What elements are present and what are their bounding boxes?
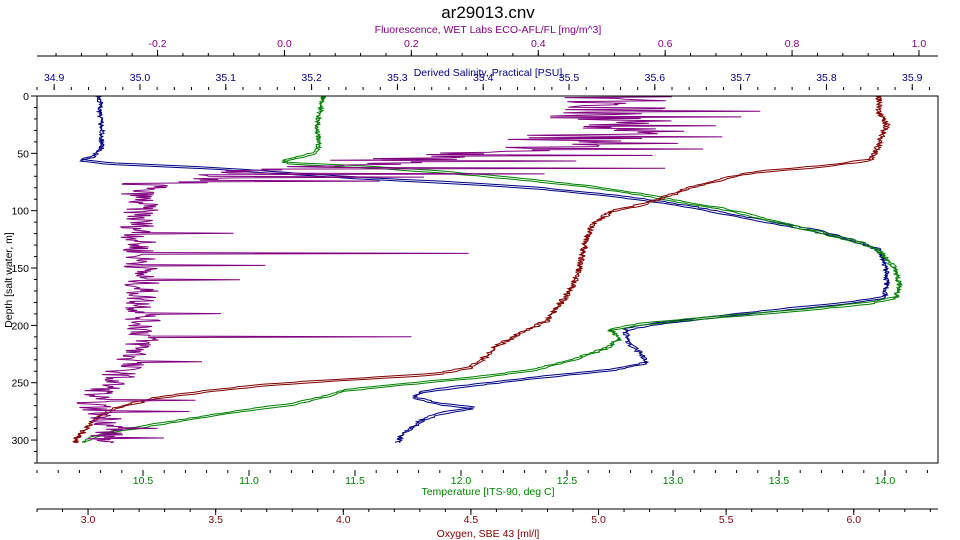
depth-axis: 0 50 100 150 200 250 300	[11, 91, 37, 464]
salinity-tick-label: 35.1	[216, 72, 237, 84]
fluorescence-profile-line	[76, 95, 761, 444]
fluorescence-tick-label: 0.8	[785, 38, 800, 50]
fluorescence-axis-label: Fluorescence, WET Labs ECO-AFL/FL [mg/m^…	[375, 24, 602, 36]
oxygen-tick-label: 5.5	[719, 514, 734, 526]
oxygen-tick-label: 3.5	[208, 514, 223, 526]
oxygen-profile-line	[72, 95, 891, 444]
salinity-tick-label: 35.9	[902, 72, 923, 84]
depth-axis-label: Depth [salt water, m]	[3, 232, 15, 328]
temperature-tick-label: 11.0	[239, 475, 259, 487]
depth-tick-label: 0	[23, 91, 29, 103]
fluorescence-axis: -0.2 0.0 0.2 0.4 0.6 0.8 1.0	[37, 38, 938, 57]
fluorescence-tick-label: 0.4	[531, 38, 546, 50]
salinity-tick-label: 35.3	[387, 72, 408, 84]
salinity-tick-label: 35.7	[730, 72, 751, 84]
depth-tick-label: 100	[11, 206, 29, 218]
depth-tick-label: 300	[11, 435, 29, 447]
depth-tick-label: 250	[11, 378, 29, 390]
fluorescence-tick-label: -0.2	[149, 38, 167, 50]
fluorescence-tick-label: 0.6	[658, 38, 673, 50]
salinity-profile-line-upcast	[79, 95, 891, 444]
salinity-tick-label: 35.0	[130, 72, 151, 84]
plot-frame	[36, 95, 939, 464]
oxygen-axis-label: Oxygen, SBE 43 [ml/l]	[437, 528, 540, 540]
temperature-tick-label: 14.0	[875, 475, 896, 487]
oxygen-tick-label: 4.0	[336, 514, 351, 526]
depth-tick-label: 150	[11, 263, 29, 275]
salinity-tick-label: 35.2	[301, 72, 322, 84]
fluorescence-tick-label: 0.2	[404, 38, 419, 50]
salinity-tick-label: 35.5	[559, 72, 580, 84]
oxygen-tick-label: 4.5	[464, 514, 479, 526]
oxygen-axis: 3.0 3.5 4.0 4.5 5.0 5.5 6.0	[36, 508, 938, 526]
temperature-tick-label: 12.0	[451, 475, 472, 487]
fluorescence-tick-label: 0.0	[277, 38, 292, 50]
temperature-tick-label: 12.5	[557, 475, 578, 487]
salinity-tick-label: 35.4	[473, 72, 494, 84]
salinity-profile-line	[80, 95, 891, 443]
axis-ticks: -0.2 0.0 0.2 0.4 0.6 0.8 1.0 34.9 35.0 35.1 35.2 35…	[11, 38, 938, 526]
oxygen-profile-line-upcast	[72, 95, 891, 444]
chart-title: ar29013.cnv	[441, 3, 535, 22]
salinity-axis-label: Derived Salinity, Practical [PSU]	[414, 67, 563, 79]
salinity-tick-label: 35.8	[816, 72, 837, 84]
temperature-tick-label: 10.5	[133, 475, 154, 487]
temperature-axis: 10.5 11.0 11.5 12.0 12.5 13.0 13.5 14.0	[36, 470, 928, 487]
temperature-tick-label: 13.5	[769, 475, 790, 487]
temperature-tick-label: 11.5	[345, 475, 365, 487]
depth-tick-label: 50	[17, 148, 29, 160]
depth-tick-label: 200	[11, 320, 29, 332]
data-series	[72, 95, 903, 444]
salinity-tick-label: 34.9	[44, 72, 65, 84]
oxygen-tick-label: 6.0	[846, 514, 861, 526]
temperature-profile-line-upcast	[81, 95, 903, 444]
temperature-tick-label: 13.0	[663, 475, 684, 487]
fluorescence-tick-label: 1.0	[912, 38, 927, 50]
temperature-axis-label: Temperature [ITS-90, deg C]	[421, 486, 554, 498]
salinity-axis: 34.9 35.0 35.1 35.2 35.3 35.4 35.5 35.6 35.7 35.8…	[36, 72, 930, 90]
oxygen-tick-label: 5.0	[591, 514, 606, 526]
salinity-tick-label: 35.6	[645, 72, 666, 84]
oxygen-tick-label: 3.0	[81, 514, 96, 526]
